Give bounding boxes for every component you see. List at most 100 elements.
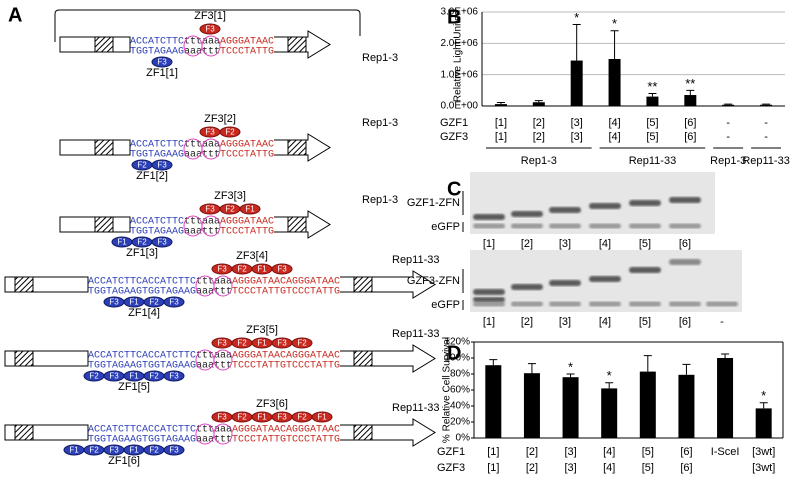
finger-label: F3 xyxy=(157,58,167,67)
x-tick-label: [2] xyxy=(533,117,545,129)
lane-label: [4] xyxy=(599,316,611,328)
finger-label: F2 xyxy=(297,339,307,348)
gel-label: GZF3-ZFN xyxy=(407,275,460,287)
x-tick-label: [3] xyxy=(564,462,576,474)
x-tick-label: [2] xyxy=(533,131,545,143)
finger-label: F1 xyxy=(69,446,79,455)
bar xyxy=(608,59,621,106)
lane-label: [1] xyxy=(483,316,495,328)
zfn-band xyxy=(589,203,621,209)
sequence: TCCCTATTGTCCCTATTG xyxy=(232,287,340,298)
reporter-label: Rep1-3 xyxy=(362,52,398,64)
lane-label: [6] xyxy=(679,316,691,328)
finger-label: F2 xyxy=(137,238,147,247)
zf3-label: ZF3[3] xyxy=(214,190,246,202)
sequence: TCCCTATTG xyxy=(220,47,274,58)
sequence: TGGTAGAAG xyxy=(130,47,184,58)
finger-label: F2 xyxy=(137,161,147,170)
hatch xyxy=(287,216,307,233)
finger-label: F3 xyxy=(277,413,287,422)
x-tick-label: - xyxy=(764,131,768,143)
y-tick-label: 60% xyxy=(450,385,470,396)
significance: * xyxy=(607,368,612,383)
sequence: AGGGATAACAGGGATAAC xyxy=(232,351,340,362)
sequence: ACCATCTTCACCATCTTC xyxy=(88,277,196,288)
panel-label: A xyxy=(8,4,22,26)
finger-label: F2 xyxy=(89,372,99,381)
finger-label: F1 xyxy=(129,372,139,381)
finger-label: F2 xyxy=(237,265,247,274)
x-tick-label: [3] xyxy=(564,446,576,458)
y-tick-label: 20% xyxy=(450,417,470,428)
sequence: tttaaa xyxy=(184,37,220,48)
y-axis-label: % Relative Cell Survival xyxy=(442,337,453,443)
lane-label: [3] xyxy=(559,238,571,250)
y-tick-label: 1.0E+06 xyxy=(440,69,478,80)
sequence: aaattt xyxy=(184,227,220,238)
error-bar xyxy=(496,102,505,105)
error-bar xyxy=(610,30,619,59)
zf3-finger xyxy=(311,411,333,423)
x-tick-label: [6] xyxy=(684,131,696,143)
error-bar xyxy=(566,373,575,378)
gel-control-label: eGFP xyxy=(431,221,460,233)
lane-label: [2] xyxy=(521,316,533,328)
bar xyxy=(639,371,656,438)
x-tick-label: [6] xyxy=(680,462,692,474)
row-label: GZF1 xyxy=(440,117,468,129)
sequence: aaattt xyxy=(196,361,232,372)
error-bar xyxy=(572,24,581,61)
sequence: ACCATCTTCACCATCTTC xyxy=(88,425,196,436)
sequence: TGGTAGAAG xyxy=(130,227,184,238)
hatch xyxy=(94,216,114,233)
x-tick-label: [6] xyxy=(684,117,696,129)
significance: * xyxy=(568,359,573,374)
finger-label: F3 xyxy=(205,205,215,214)
bar xyxy=(678,374,695,438)
x-tick-label: [4] xyxy=(608,131,620,143)
sequence: AGGGATAAC xyxy=(220,217,274,228)
egfp-band xyxy=(473,223,505,229)
zf3-label: ZF3[5] xyxy=(246,324,278,336)
finger-label: F3 xyxy=(109,446,119,455)
group-label: Rep11-33 xyxy=(629,155,677,167)
finger-label: F1 xyxy=(257,339,267,348)
sequence: TGGTAGAAGTGGTAGAAG xyxy=(88,361,196,372)
zfn-band xyxy=(473,214,505,220)
zf1-label: ZF1[3] xyxy=(126,247,158,259)
sequence: TGGTAGAAG xyxy=(130,150,184,161)
finger-label: F3 xyxy=(169,298,179,307)
zf3-label: ZF3[4] xyxy=(236,250,268,262)
sequence: TGGTAGAAGTGGTAGAAG xyxy=(88,287,196,298)
x-tick-label: - xyxy=(764,117,768,129)
sequence: aaattt xyxy=(196,287,232,298)
reporter-label: Rep11-33 xyxy=(392,402,440,414)
significance: ** xyxy=(647,79,657,94)
x-tick-label: [5] xyxy=(646,117,658,129)
egfp-band xyxy=(589,301,621,307)
x-tick-label: [2] xyxy=(526,462,538,474)
sequence: TCCCTATTGTCCCTATTG xyxy=(232,435,340,446)
egfp-band xyxy=(629,223,661,229)
lane-label: [5] xyxy=(639,316,651,328)
zfn-band xyxy=(629,267,661,273)
finger-label: F2 xyxy=(149,298,159,307)
hatch xyxy=(287,139,307,156)
zf1-finger xyxy=(151,159,173,171)
finger-label: F3 xyxy=(169,372,179,381)
hatch xyxy=(287,36,307,53)
sequence: AGGGATAACAGGGATAAC xyxy=(232,425,340,436)
zfn-band xyxy=(669,197,701,203)
zf3-finger xyxy=(219,126,241,138)
reporter-label: Rep1-3 xyxy=(362,117,398,129)
hatch xyxy=(14,424,34,441)
bar xyxy=(485,365,502,438)
error-bar xyxy=(605,382,614,389)
panel-label: C xyxy=(447,178,461,200)
significance: * xyxy=(574,10,579,25)
finger-label: F3 xyxy=(157,161,167,170)
sequence: AGGGATAAC xyxy=(220,140,274,151)
hatch xyxy=(94,139,114,156)
